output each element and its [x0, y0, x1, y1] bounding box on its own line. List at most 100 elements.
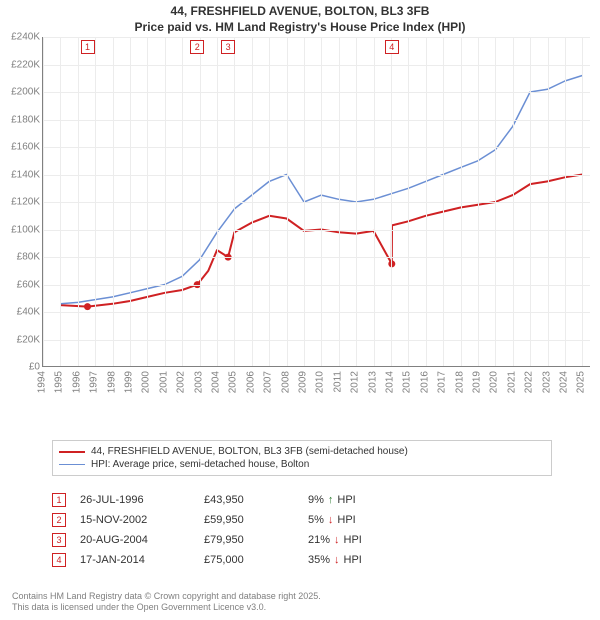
y-tick-label: £180K — [11, 114, 40, 125]
gridline-vertical — [565, 37, 566, 366]
gridline-horizontal — [43, 230, 590, 231]
y-tick-label: £160K — [11, 142, 40, 153]
gridline-horizontal — [43, 257, 590, 258]
title-block: 44, FRESHFIELD AVENUE, BOLTON, BL3 3FB P… — [0, 0, 600, 37]
title-line2: Price paid vs. HM Land Registry's House … — [0, 20, 600, 36]
sales-row-suffix: HPI — [337, 514, 355, 526]
x-tick-label: 2020 — [489, 371, 500, 393]
legend-item: HPI: Average price, semi-detached house,… — [59, 458, 545, 471]
gridline-horizontal — [43, 147, 590, 148]
gridline-vertical — [60, 37, 61, 366]
x-tick-label: 2000 — [141, 371, 152, 393]
sales-row-marker: 2 — [52, 513, 66, 527]
gridline-horizontal — [43, 92, 590, 93]
legend-swatch — [59, 464, 85, 465]
x-tick-label: 2014 — [384, 371, 395, 393]
x-tick-label: 2007 — [263, 371, 274, 393]
sales-row-suffix: HPI — [344, 554, 362, 566]
y-tick-label: £80K — [17, 252, 40, 263]
gridline-horizontal — [43, 65, 590, 66]
gridline-vertical — [478, 37, 479, 366]
arrow-down-icon: ↓ — [334, 554, 340, 566]
sales-row-pct-value: 5% — [308, 514, 324, 526]
legend-label: HPI: Average price, semi-detached house,… — [91, 459, 309, 470]
sales-table: 126-JUL-1996£43,9509%↑HPI215-NOV-2002£59… — [52, 490, 552, 570]
sales-row-date: 26-JUL-1996 — [80, 494, 190, 506]
y-tick-label: £60K — [17, 279, 40, 290]
arrow-down-icon: ↓ — [328, 514, 334, 526]
plot-area: 1234 — [42, 37, 590, 367]
x-tick-label: 2023 — [541, 371, 552, 393]
gridline-vertical — [495, 37, 496, 366]
sale-marker-box: 4 — [385, 40, 399, 54]
x-tick-label: 2003 — [193, 371, 204, 393]
x-tick-label: 2022 — [524, 371, 535, 393]
x-tick-label: 1999 — [123, 371, 134, 393]
gridline-horizontal — [43, 175, 590, 176]
gridline-vertical — [426, 37, 427, 366]
footer-line2: This data is licensed under the Open Gov… — [12, 602, 588, 614]
legend-box: 44, FRESHFIELD AVENUE, BOLTON, BL3 3FB (… — [52, 440, 552, 476]
x-tick-label: 2012 — [350, 371, 361, 393]
y-tick-label: £240K — [11, 32, 40, 43]
gridline-vertical — [113, 37, 114, 366]
y-tick-label: £120K — [11, 197, 40, 208]
gridline-vertical — [582, 37, 583, 366]
gridline-vertical — [287, 37, 288, 366]
x-tick-label: 1994 — [37, 371, 48, 393]
sales-row-pct: 35% ↓ HPI — [308, 554, 438, 566]
legend-swatch — [59, 451, 85, 453]
sales-row-price: £59,950 — [204, 514, 294, 526]
x-tick-label: 2021 — [506, 371, 517, 393]
gridline-vertical — [252, 37, 253, 366]
gridline-vertical — [200, 37, 201, 366]
sale-marker-box: 2 — [190, 40, 204, 54]
gridline-vertical — [339, 37, 340, 366]
gridline-vertical — [43, 37, 44, 366]
sales-row-marker: 3 — [52, 533, 66, 547]
sales-row: 417-JAN-2014£75,00035%↓HPI — [52, 550, 552, 570]
gridline-vertical — [408, 37, 409, 366]
x-axis: 1994199519961997199819992000200120022003… — [42, 367, 590, 407]
title-line1: 44, FRESHFIELD AVENUE, BOLTON, BL3 3FB — [0, 4, 600, 20]
x-tick-label: 1996 — [71, 371, 82, 393]
gridline-vertical — [374, 37, 375, 366]
x-tick-label: 2006 — [245, 371, 256, 393]
gridline-vertical — [321, 37, 322, 366]
y-axis: £0£20K£40K£60K£80K£100K£120K£140K£160K£1… — [0, 37, 42, 367]
y-tick-label: £20K — [17, 334, 40, 345]
sales-row-pct-value: 21% — [308, 534, 330, 546]
x-tick-label: 2010 — [315, 371, 326, 393]
gridline-vertical — [548, 37, 549, 366]
arrow-up-icon: ↑ — [328, 494, 334, 506]
x-tick-label: 2019 — [471, 371, 482, 393]
gridline-vertical — [130, 37, 131, 366]
x-tick-label: 2001 — [158, 371, 169, 393]
footer-attribution: Contains HM Land Registry data © Crown c… — [12, 591, 588, 614]
y-tick-label: £220K — [11, 59, 40, 70]
sales-row-marker: 1 — [52, 493, 66, 507]
x-tick-label: 2016 — [419, 371, 430, 393]
x-tick-label: 2015 — [402, 371, 413, 393]
sales-row-pct-value: 35% — [308, 554, 330, 566]
gridline-vertical — [269, 37, 270, 366]
x-tick-label: 2013 — [367, 371, 378, 393]
legend-item: 44, FRESHFIELD AVENUE, BOLTON, BL3 3FB (… — [59, 445, 545, 458]
x-tick-label: 2025 — [576, 371, 587, 393]
sale-marker-box: 1 — [81, 40, 95, 54]
x-tick-label: 2008 — [280, 371, 291, 393]
sales-row-date: 20-AUG-2004 — [80, 534, 190, 546]
x-tick-label: 2005 — [228, 371, 239, 393]
y-tick-label: £40K — [17, 307, 40, 318]
chart-area: £0£20K£40K£60K£80K£100K£120K£140K£160K£1… — [0, 37, 600, 407]
footer-line1: Contains HM Land Registry data © Crown c… — [12, 591, 588, 603]
x-tick-label: 2004 — [210, 371, 221, 393]
sales-row-suffix: HPI — [344, 534, 362, 546]
sales-row-price: £75,000 — [204, 554, 294, 566]
sales-row-suffix: HPI — [337, 494, 355, 506]
x-tick-label: 2002 — [176, 371, 187, 393]
gridline-vertical — [147, 37, 148, 366]
gridline-vertical — [513, 37, 514, 366]
sales-row-marker: 4 — [52, 553, 66, 567]
x-tick-label: 1997 — [89, 371, 100, 393]
